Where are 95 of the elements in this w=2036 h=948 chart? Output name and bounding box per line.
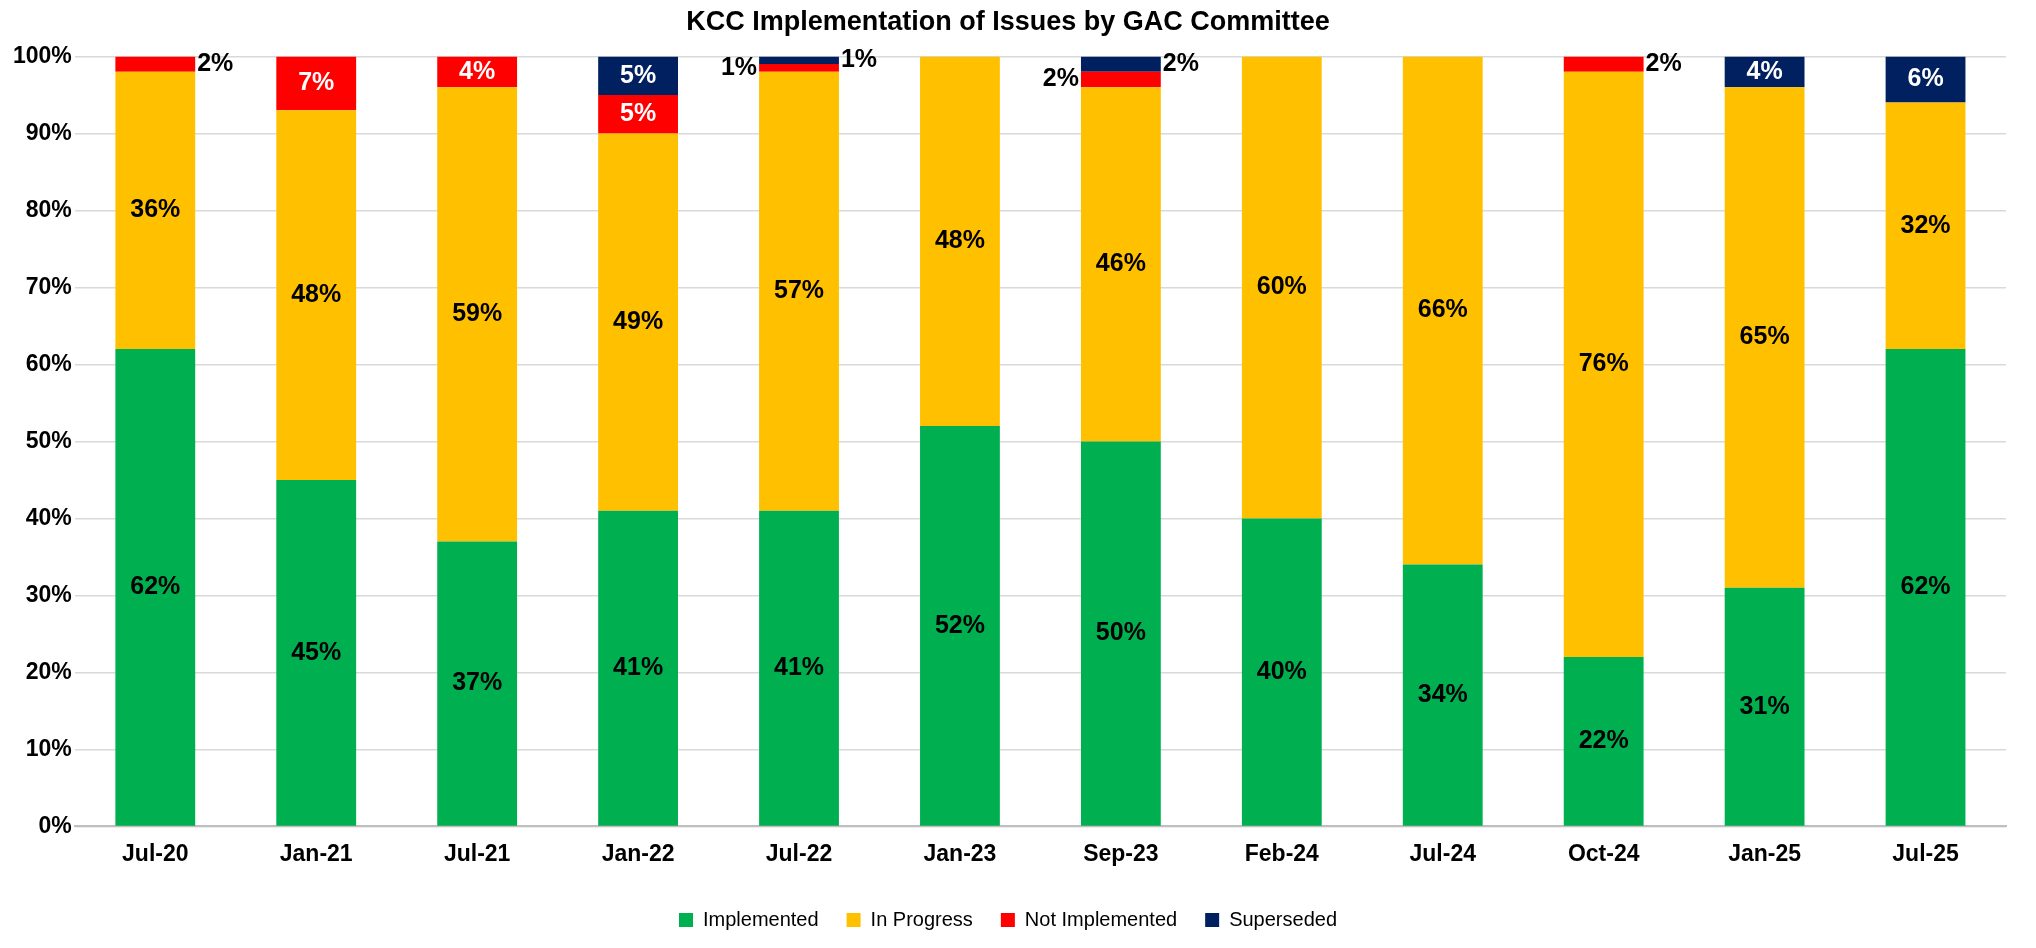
x-tick-label: Oct-24 xyxy=(1567,839,1640,866)
data-label: 36% xyxy=(130,194,181,223)
data-label: 7% xyxy=(298,67,335,96)
data-label: 66% xyxy=(1417,294,1468,323)
y-tick-label: 60% xyxy=(25,349,72,376)
bar xyxy=(1724,87,1805,588)
bar xyxy=(1241,56,1322,519)
bar xyxy=(1080,71,1161,88)
data-label: 46% xyxy=(1095,248,1146,277)
chart-title: KCC Implementation of Issues by GAC Committee xyxy=(686,5,1330,36)
y-tick-label: 90% xyxy=(25,118,72,145)
data-label: 48% xyxy=(291,278,342,307)
data-label: 31% xyxy=(1739,690,1790,719)
bar xyxy=(437,541,518,826)
x-tick-label: Jul-22 xyxy=(765,839,833,866)
y-tick-label: 100% xyxy=(13,41,72,68)
data-label: 40% xyxy=(1256,655,1307,684)
y-tick-label: 10% xyxy=(25,734,72,761)
x-tick-label: Jan-22 xyxy=(601,839,675,866)
data-label: 41% xyxy=(613,652,664,681)
data-label: 2% xyxy=(1645,47,1682,76)
y-tick-label: 20% xyxy=(25,657,72,684)
bar xyxy=(1563,657,1644,826)
y-tick-label: 0% xyxy=(38,811,72,838)
bar xyxy=(276,479,357,826)
bar xyxy=(920,426,1000,826)
bar xyxy=(1080,87,1161,442)
data-label: 6% xyxy=(1907,63,1944,92)
y-tick-label: 80% xyxy=(25,195,72,222)
bar xyxy=(115,56,196,72)
data-label: 32% xyxy=(1900,209,1951,238)
data-label: 52% xyxy=(934,609,985,638)
x-tick-label: Jan-23 xyxy=(923,839,997,866)
bar xyxy=(276,56,357,111)
bar xyxy=(920,56,1000,426)
bar xyxy=(115,349,196,826)
legend-label: Not Implemented xyxy=(1024,907,1178,930)
data-label: 1% xyxy=(720,51,758,80)
x-tick-label: Jan-25 xyxy=(1728,839,1802,866)
data-label: 1% xyxy=(840,44,878,73)
data-label: 62% xyxy=(130,571,181,600)
data-label: 45% xyxy=(291,636,342,665)
legend-label: Implemented xyxy=(702,907,819,930)
bar xyxy=(115,71,196,349)
x-tick-label: Jul-21 xyxy=(443,839,511,866)
data-label: 62% xyxy=(1900,571,1951,600)
data-label: 22% xyxy=(1578,725,1629,754)
bar xyxy=(759,510,839,826)
bar xyxy=(276,110,357,480)
data-label: 5% xyxy=(620,98,657,127)
data-label: 65% xyxy=(1739,321,1790,350)
bar xyxy=(1080,56,1161,72)
bar xyxy=(1885,102,1966,349)
data-label: 5% xyxy=(620,59,657,88)
bar xyxy=(437,87,518,542)
data-label: 2% xyxy=(197,47,234,76)
data-label: 48% xyxy=(934,225,985,254)
data-label: 59% xyxy=(452,298,503,327)
bar xyxy=(1402,56,1483,565)
data-label: 57% xyxy=(773,275,825,304)
x-tick-label: Feb-24 xyxy=(1244,839,1320,866)
x-tick-label: Sep-23 xyxy=(1083,839,1159,866)
bar xyxy=(1563,56,1644,72)
bar xyxy=(1563,71,1644,657)
y-tick-label: 30% xyxy=(25,580,72,607)
data-label: 37% xyxy=(452,667,503,696)
data-label: 76% xyxy=(1578,348,1629,377)
y-tick-label: 70% xyxy=(25,272,72,299)
data-label: 2% xyxy=(1162,47,1199,76)
bar xyxy=(598,510,678,826)
data-label: 2% xyxy=(1042,63,1079,92)
legend-label: Superseded xyxy=(1229,907,1338,930)
data-label: 50% xyxy=(1095,617,1146,646)
legend-label: In Progress xyxy=(870,907,973,930)
y-tick-label: 40% xyxy=(25,503,72,530)
bar xyxy=(598,133,678,511)
bar xyxy=(1241,518,1322,826)
data-label: 34% xyxy=(1417,679,1468,708)
data-label: 49% xyxy=(613,305,664,334)
y-tick-label: 50% xyxy=(25,426,72,453)
x-tick-label: Jan-21 xyxy=(279,839,353,866)
x-tick-label: Jul-24 xyxy=(1409,839,1477,866)
data-label: 4% xyxy=(459,55,496,84)
bar xyxy=(1080,441,1161,826)
bar xyxy=(759,64,839,72)
data-label: 41% xyxy=(773,652,825,681)
data-label: 4% xyxy=(1746,55,1783,84)
x-tick-label: Jul-20 xyxy=(122,839,189,866)
data-label: 60% xyxy=(1256,271,1307,300)
bar xyxy=(1885,349,1966,826)
bar xyxy=(1402,564,1483,826)
x-tick-label: Jul-25 xyxy=(1892,839,1959,866)
bar xyxy=(759,56,839,65)
bar xyxy=(1724,587,1805,826)
bar xyxy=(759,71,839,511)
